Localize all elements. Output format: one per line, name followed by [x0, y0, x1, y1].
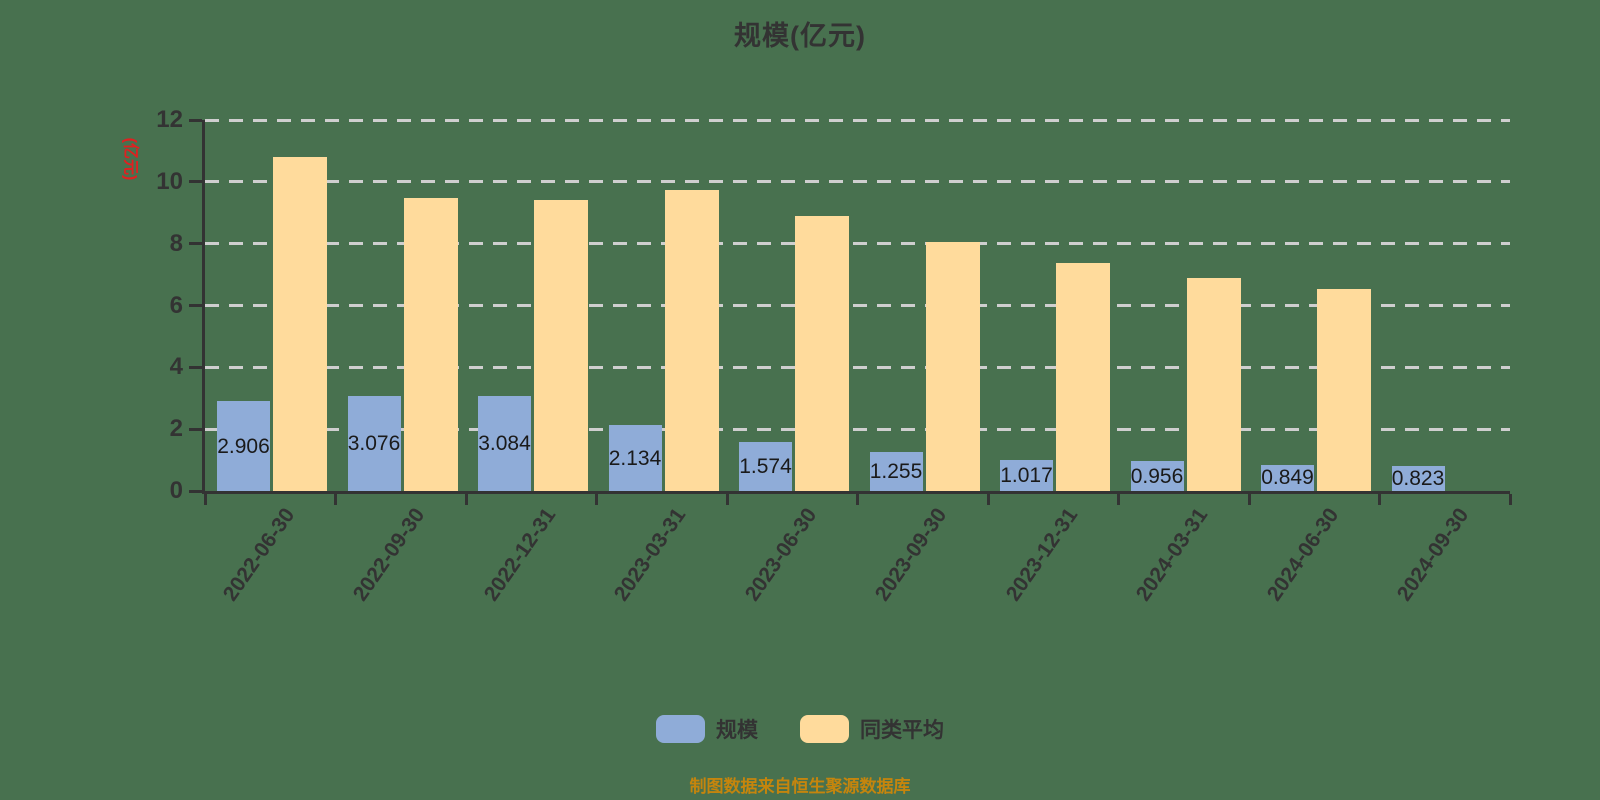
y-axis-tick — [189, 365, 202, 369]
bar-value-label: 0.956 — [1130, 464, 1184, 488]
peer-average-bar[interactable] — [273, 157, 327, 491]
x-axis-tick — [1247, 494, 1251, 505]
legend-item-scale[interactable]: 规模 — [656, 714, 758, 744]
x-axis-tick — [464, 494, 468, 505]
x-axis-label: 2022-06-30 — [218, 504, 299, 606]
peer-average-bar[interactable] — [1186, 277, 1241, 491]
gridline — [205, 427, 1510, 431]
x-axis-tick — [595, 494, 598, 505]
x-axis-line — [202, 491, 1510, 494]
bar-value-label: 0.849 — [1261, 466, 1314, 490]
gridline — [205, 304, 1510, 307]
y-axis-tick — [189, 242, 202, 246]
scale-bar[interactable]: 3.076 — [347, 395, 401, 491]
bar-value-label: 0.823 — [1391, 466, 1445, 490]
scale-bar[interactable]: 0.823 — [1391, 465, 1445, 491]
peer-average-bar[interactable] — [664, 189, 719, 491]
data-source-note: 制图数据来自恒生聚源数据库 — [689, 777, 911, 796]
y-axis-tick — [189, 427, 202, 431]
x-axis-tick — [334, 494, 337, 505]
bar-value-label: 3.076 — [347, 431, 401, 455]
x-axis-tick — [203, 494, 207, 505]
y-axis-tick-label: 0 — [169, 477, 183, 504]
x-axis-label: 2024-09-30 — [1392, 504, 1474, 606]
y-axis-tick — [189, 304, 202, 307]
y-axis-tick-label: 12 — [156, 106, 183, 133]
y-axis-tick-label: 6 — [169, 291, 183, 319]
peer-average-bar[interactable] — [1056, 262, 1110, 491]
scale-bar[interactable]: 3.084 — [478, 395, 531, 491]
gridline — [205, 365, 1510, 369]
peer-average-bar[interactable] — [925, 241, 980, 491]
x-axis-label: 2023-09-30 — [870, 504, 952, 606]
bar-value-label: 3.084 — [478, 431, 531, 455]
y-axis-tick-label: 4 — [169, 353, 183, 381]
bar-value-label: 1.255 — [869, 460, 923, 484]
legend-item-peer-average[interactable]: 同类平均 — [800, 714, 944, 744]
x-axis-label: 2024-03-31 — [1131, 504, 1213, 606]
plot-area: (亿元) 0 2 4 6 8 10 12 2.906 2022-06-30 3.076 2022-0… — [121, 108, 1512, 605]
y-axis-tick — [189, 180, 202, 184]
scale-bar[interactable]: 0.956 — [1130, 461, 1184, 491]
bar-value-label: 1.574 — [739, 455, 792, 479]
gridline — [205, 118, 1510, 122]
x-axis-tick — [1378, 494, 1381, 505]
legend-label-scale: 规模 — [716, 719, 758, 742]
gridline — [205, 180, 1510, 184]
x-axis-label: 2023-06-30 — [740, 504, 821, 606]
x-axis-label: 2023-03-31 — [609, 504, 691, 606]
legend-label-peer-average: 同类平均 — [860, 719, 944, 742]
x-axis-label: 2022-09-30 — [348, 504, 430, 606]
bar-value-label: 2.134 — [608, 446, 662, 470]
bar-value-label: 1.017 — [1000, 463, 1053, 487]
legend-swatch-peer-average — [800, 715, 849, 743]
peer-average-bar[interactable] — [403, 198, 458, 491]
y-axis-tick-label: 8 — [169, 229, 183, 257]
x-axis-label: 2024-06-30 — [1262, 504, 1343, 606]
peer-average-bar[interactable] — [534, 199, 588, 491]
y-axis-tick — [189, 489, 202, 493]
x-axis-tick — [725, 494, 729, 505]
legend: 规模 同类平均 — [0, 714, 1600, 744]
x-axis-tick — [986, 494, 990, 505]
scale-bar[interactable]: 1.574 — [739, 442, 792, 491]
legend-swatch-scale — [656, 715, 705, 743]
y-axis-tick — [189, 118, 202, 122]
y-axis-tick-label: 10 — [156, 167, 183, 195]
chart-title: 规模(亿元) — [734, 21, 866, 51]
x-axis-label: 2022-12-31 — [479, 504, 560, 606]
x-axis-tick — [1117, 494, 1120, 505]
scale-bar[interactable]: 1.017 — [1000, 459, 1053, 491]
x-axis-tick — [1508, 494, 1512, 505]
gridline — [205, 242, 1510, 246]
peer-average-bar[interactable] — [795, 215, 849, 491]
scale-bar[interactable]: 2.134 — [608, 425, 662, 491]
bar-value-label: 2.906 — [217, 434, 270, 458]
y-axis-tick-label: 2 — [169, 415, 183, 443]
peer-average-bar[interactable] — [1317, 288, 1371, 491]
scale-bar[interactable]: 0.849 — [1261, 464, 1314, 491]
scale-bar[interactable]: 1.255 — [869, 452, 923, 491]
x-axis-tick — [856, 494, 859, 505]
x-axis-label: 2023-12-31 — [1001, 504, 1082, 606]
y-axis-line — [202, 120, 205, 491]
scale-bar[interactable]: 2.906 — [217, 401, 270, 491]
